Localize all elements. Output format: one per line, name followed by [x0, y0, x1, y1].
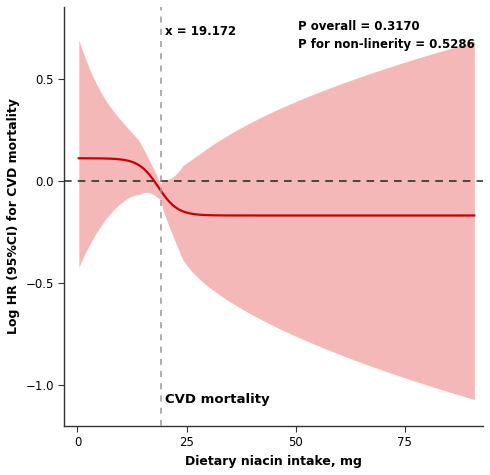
X-axis label: Dietary niacin intake, mg: Dietary niacin intake, mg: [185, 455, 362, 468]
Text: CVD mortality: CVD mortality: [166, 393, 270, 406]
Text: x = 19.172: x = 19.172: [166, 25, 237, 38]
Y-axis label: Log HR (95%CI) for CVD mortality: Log HR (95%CI) for CVD mortality: [7, 99, 20, 334]
Text: P overall = 0.3170
P for non-linerity = 0.5286: P overall = 0.3170 P for non-linerity = …: [298, 19, 475, 50]
